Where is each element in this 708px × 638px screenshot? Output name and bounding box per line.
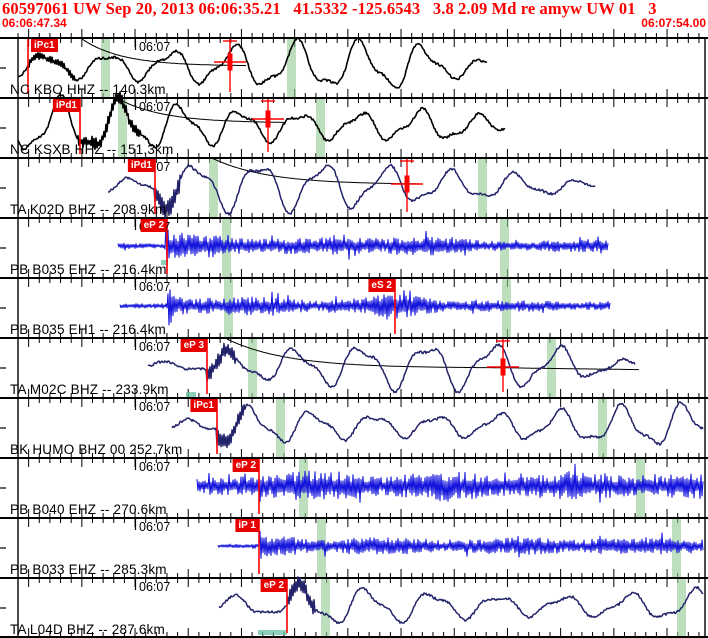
pick-label-box[interactable]: eP 2: [140, 219, 167, 232]
event-summary-header: 60597061 UW Sep 20, 2013 06:06:35.21 41.…: [2, 0, 657, 18]
predicted-arrival-bar: [248, 339, 257, 397]
coda-decay-curve: [205, 158, 419, 185]
window-start-time: 06:06:47.34: [2, 16, 67, 30]
predicted-arrival-bar: [321, 579, 330, 636]
arrival-crosshair-bar[interactable]: [227, 53, 233, 71]
predicted-arrival-bar: [101, 39, 110, 97]
waveform-trace-10: [218, 576, 704, 625]
predicted-arrival-bar: [118, 99, 127, 157]
coda-decay-curve: [226, 338, 639, 371]
predicted-arrival-bar: [478, 159, 487, 217]
predicted-window-mark: [258, 630, 287, 635]
predicted-arrival-bar: [209, 159, 218, 217]
pick-label-box[interactable]: iPd1: [127, 159, 155, 172]
waveform-trace-2: [17, 91, 506, 151]
waveform-trace-1: [17, 36, 488, 89]
arrival-crosshair-bar[interactable]: [265, 110, 271, 128]
pick-label-box[interactable]: iPd1: [52, 99, 80, 112]
predicted-window-mark: [161, 260, 168, 265]
window-end-time: 06:07:54.00: [641, 16, 706, 30]
waveform-trace-9: [217, 530, 704, 559]
pick-label-box[interactable]: iPc1: [31, 39, 58, 52]
predicted-window-mark: [186, 392, 196, 397]
predicted-arrival-bar: [287, 39, 296, 97]
waveform-trace-6: [147, 342, 636, 394]
predicted-arrival-bar: [316, 99, 325, 157]
waveform-trace-8: [196, 463, 704, 503]
pick-label-box[interactable]: eP 2: [260, 579, 287, 592]
pick-label-box[interactable]: eP 3: [180, 339, 207, 352]
waveform-trace-4: [117, 223, 609, 263]
pick-label-box[interactable]: eS 2: [368, 279, 395, 292]
pick-label-box[interactable]: iPc1: [190, 399, 217, 412]
waveform-trace-5: [119, 289, 611, 326]
coda-decay-curve: [81, 38, 247, 67]
predicted-arrival-bar: [598, 399, 607, 457]
arrival-crosshair-bar[interactable]: [404, 175, 410, 193]
pick-label-box[interactable]: iP 1: [235, 519, 259, 532]
pick-label-box[interactable]: eP 2: [232, 459, 259, 472]
predicted-arrival-bar: [276, 399, 285, 457]
waveform-trace-3: [107, 163, 596, 220]
waveform-trace-7: [171, 401, 704, 449]
arrival-crosshair-bar[interactable]: [500, 358, 506, 376]
